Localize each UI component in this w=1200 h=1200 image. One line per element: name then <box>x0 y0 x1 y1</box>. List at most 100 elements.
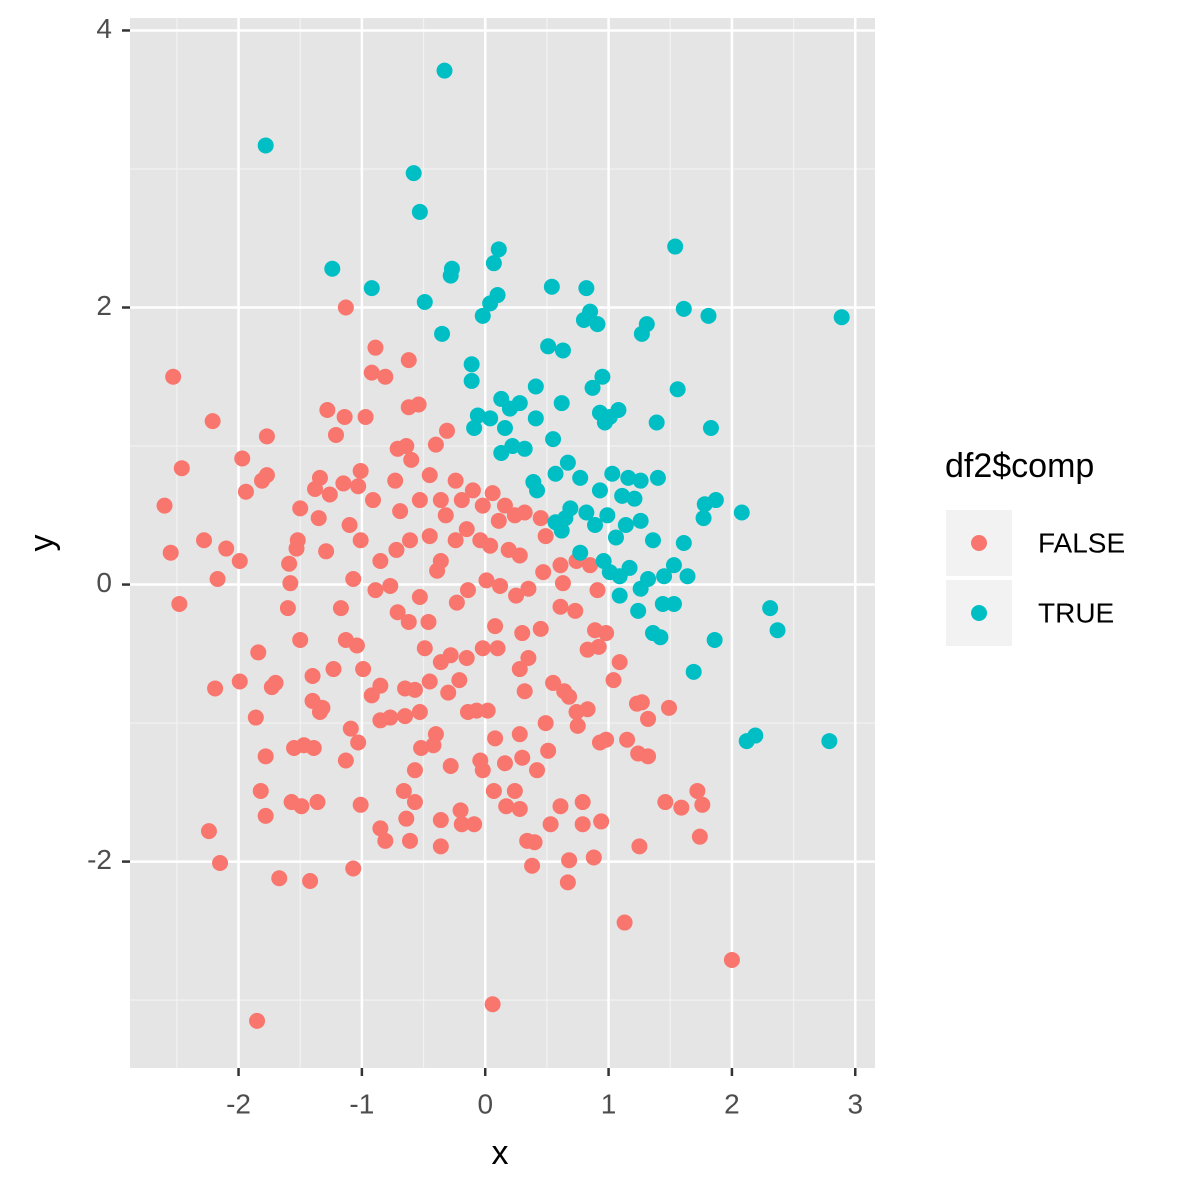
point <box>685 663 702 680</box>
point <box>252 782 269 799</box>
point <box>438 422 455 439</box>
point <box>632 512 649 529</box>
point <box>561 688 578 705</box>
point <box>382 577 399 594</box>
point <box>607 529 624 546</box>
point <box>367 582 384 599</box>
x-tick-label: -1 <box>349 1088 374 1119</box>
point <box>293 798 310 815</box>
point <box>392 503 409 520</box>
y-tick-label: -2 <box>87 844 112 875</box>
point <box>377 368 394 385</box>
point <box>500 541 517 558</box>
point <box>459 703 476 720</box>
point <box>363 364 380 381</box>
point <box>762 600 779 617</box>
point <box>469 407 486 424</box>
point <box>567 602 584 619</box>
point <box>644 532 661 549</box>
point <box>413 740 430 757</box>
point <box>632 472 649 489</box>
point <box>156 497 173 514</box>
point <box>540 742 557 759</box>
legend-marker <box>971 605 987 621</box>
point <box>432 492 449 509</box>
point <box>532 510 549 527</box>
point <box>292 631 309 648</box>
point <box>249 1012 266 1029</box>
point <box>332 600 349 617</box>
point <box>398 438 415 455</box>
x-tick-label: -2 <box>226 1088 251 1119</box>
point <box>311 703 328 720</box>
point <box>673 799 690 816</box>
point <box>619 731 636 748</box>
point <box>410 396 427 413</box>
point <box>589 582 606 599</box>
point <box>218 540 235 557</box>
point <box>452 802 469 819</box>
point <box>427 436 444 453</box>
point <box>459 582 476 599</box>
point <box>352 462 369 479</box>
point <box>529 482 546 499</box>
legend-label: FALSE <box>1038 527 1125 558</box>
point <box>661 699 678 716</box>
point <box>516 683 533 700</box>
point <box>387 472 404 489</box>
point <box>591 482 608 499</box>
point <box>397 708 414 725</box>
point <box>561 852 578 869</box>
x-tick-label: 0 <box>477 1088 493 1119</box>
point <box>511 800 528 817</box>
point <box>485 255 502 272</box>
point <box>665 595 682 612</box>
point <box>482 410 499 427</box>
point <box>442 267 459 284</box>
point <box>388 541 405 558</box>
point <box>520 580 537 597</box>
point <box>484 996 501 1013</box>
point <box>591 734 608 751</box>
point <box>403 451 420 468</box>
point <box>554 575 571 592</box>
point <box>547 465 564 482</box>
point <box>611 654 628 671</box>
point <box>458 521 475 538</box>
point <box>545 431 562 448</box>
point <box>604 465 621 482</box>
point <box>416 293 433 310</box>
y-tick-label: 2 <box>96 290 112 321</box>
point <box>514 749 531 766</box>
point <box>485 782 502 799</box>
point <box>352 796 369 813</box>
point <box>200 823 217 840</box>
point <box>406 794 423 811</box>
point <box>434 325 451 342</box>
point <box>335 475 352 492</box>
point <box>474 640 491 657</box>
point <box>401 832 418 849</box>
point <box>162 544 179 561</box>
point <box>207 680 224 697</box>
point <box>411 492 428 509</box>
point <box>490 512 507 529</box>
point <box>372 553 389 570</box>
point <box>559 874 576 891</box>
point <box>327 426 344 443</box>
point <box>350 478 367 495</box>
point <box>466 816 483 833</box>
point <box>540 338 557 355</box>
point <box>463 372 480 389</box>
point <box>204 413 221 430</box>
point <box>723 951 740 968</box>
point <box>553 395 570 412</box>
point <box>416 640 433 657</box>
y-tick-label: 4 <box>96 13 112 44</box>
point <box>652 629 669 646</box>
point <box>372 820 389 837</box>
point <box>258 428 275 445</box>
point <box>706 631 723 648</box>
legend-marker <box>971 535 987 551</box>
point <box>463 356 480 373</box>
